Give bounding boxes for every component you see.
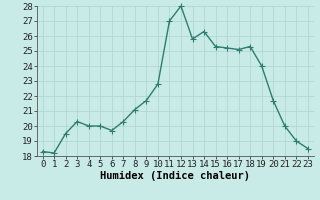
X-axis label: Humidex (Indice chaleur): Humidex (Indice chaleur) (100, 171, 250, 181)
